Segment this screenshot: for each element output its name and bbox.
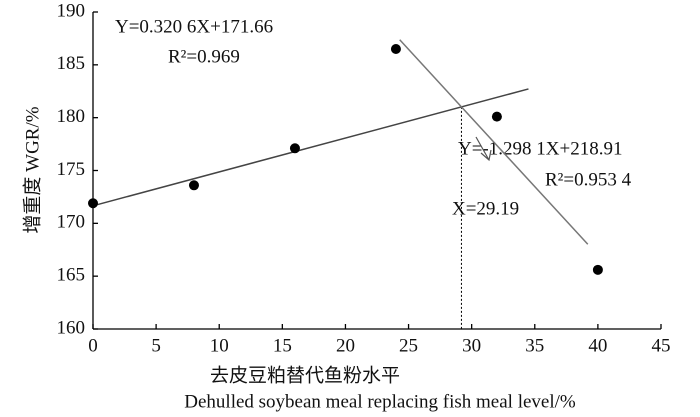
breakpoint-label: X=29.19: [452, 198, 519, 219]
x-axis-title-en: Dehulled soybean meal replacing fish mea…: [184, 391, 576, 412]
fit-line: [399, 39, 589, 245]
y-tick-label: 170: [57, 212, 86, 233]
arrow: [475, 136, 492, 162]
x-tick-label: 40: [588, 335, 607, 356]
x-tick-label: 15: [273, 335, 292, 356]
equation-2: Y=-1.298 1X+218.91: [458, 138, 622, 159]
x-axis-title: 去皮豆粕替代鱼粉水平: [210, 364, 400, 386]
point: [88, 198, 98, 209]
x-tick-label: 5: [151, 335, 161, 356]
point: [592, 264, 603, 275]
point: [491, 111, 502, 122]
point: [188, 180, 199, 191]
x-tick-label: 35: [525, 335, 544, 356]
equation-1: Y=0.320 6X+171.66: [115, 16, 273, 37]
x-tick-label: 0: [88, 335, 98, 356]
y-tick-label: 160: [57, 317, 86, 338]
x-tick-label: 45: [652, 335, 671, 356]
y-tick-label: 185: [57, 53, 86, 74]
point: [390, 43, 401, 54]
r2-1: R²=0.969: [168, 46, 240, 67]
x-tick-label: 30: [462, 335, 481, 356]
y-tick-label: 180: [57, 106, 86, 127]
r2-2: R²=0.953 4: [545, 169, 632, 190]
y-tick-label: 165: [57, 265, 86, 286]
fit-line: [92, 88, 529, 207]
point: [289, 143, 300, 154]
y-axis-title: 增重度 WGR/%: [21, 106, 43, 233]
x-tick-label: 25: [399, 335, 418, 356]
y-tick-label: 175: [57, 159, 86, 180]
x-tick-label: 20: [336, 335, 355, 356]
y-tick-label: 190: [57, 0, 86, 21]
x-tick-label: 10: [210, 335, 229, 356]
